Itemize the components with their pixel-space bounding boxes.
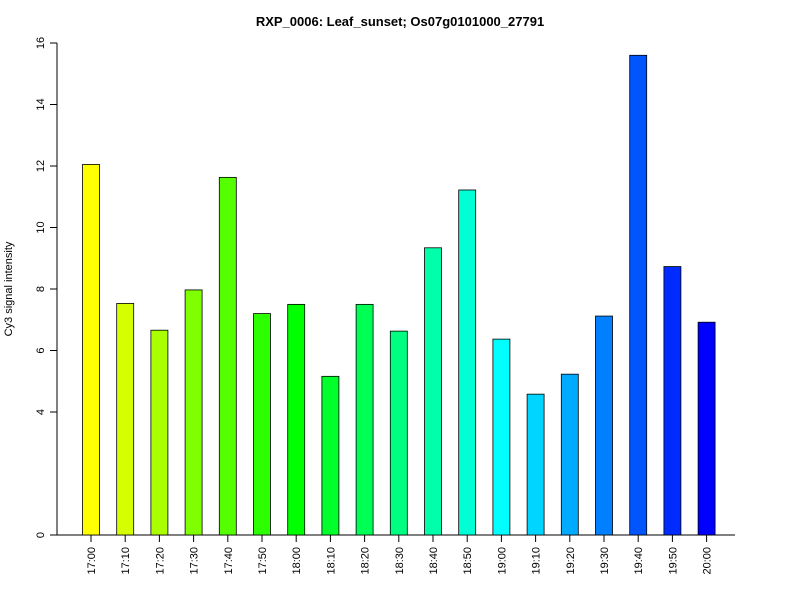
bar-1800 <box>287 303 306 536</box>
bar-1830 <box>389 330 408 536</box>
x-tick-label: 18:10 <box>325 547 337 575</box>
x-tick-label: 18:30 <box>394 547 406 575</box>
x-tick-label: 18:50 <box>462 547 474 575</box>
y-tick-label: 4 <box>35 409 47 415</box>
bar-1740 <box>218 176 237 536</box>
bar-1910 <box>526 393 545 536</box>
x-tick-label: 17:10 <box>120 547 132 575</box>
bar-2000 <box>697 321 716 536</box>
x-axis-ticks: 17:00 17:10 17:20 17:30 17:40 17:50 18:00 18:10… <box>86 535 714 575</box>
bar-1810 <box>321 375 340 536</box>
y-tick-label: 6 <box>35 347 47 353</box>
chart-title: RXP_0006: Leaf_sunset; Os07g0101000_2779… <box>256 14 544 29</box>
x-tick-label: 19:10 <box>531 547 543 575</box>
bar-1820 <box>355 303 374 536</box>
x-tick-label: 17:50 <box>257 547 269 575</box>
y-tick-label: 0 <box>35 532 47 538</box>
bar-1840 <box>424 247 442 536</box>
bar-1900 <box>492 338 511 536</box>
x-tick-label: 17:30 <box>189 547 201 575</box>
x-tick-label: 19:40 <box>633 547 645 575</box>
bar-1950 <box>663 266 682 536</box>
x-tick-label: 19:00 <box>496 547 508 575</box>
bar-1720 <box>150 329 169 536</box>
x-tick-label: 19:50 <box>667 547 679 575</box>
y-tick-label: 12 <box>35 160 47 172</box>
bar-1710 <box>116 303 135 536</box>
y-tick-label: 14 <box>35 98 47 110</box>
y-axis-ticks: 0 4 6 8 10 12 14 16 <box>35 37 57 538</box>
y-tick-label: 10 <box>35 221 47 233</box>
x-tick-label: 17:00 <box>86 547 98 575</box>
bar-1930 <box>595 315 613 536</box>
bar-1750 <box>253 313 271 536</box>
x-tick-label: 17:20 <box>154 547 166 575</box>
bar-1940 <box>629 54 648 536</box>
bar-1920 <box>560 373 579 536</box>
x-tick-label: 19:30 <box>599 547 611 575</box>
bar-1730 <box>184 289 203 536</box>
bars <box>82 54 716 536</box>
x-tick-label: 18:20 <box>360 547 372 575</box>
bar-1850 <box>458 189 477 536</box>
y-axis-label: Cy3 signal intensity <box>3 241 15 336</box>
x-tick-label: 19:20 <box>565 547 577 575</box>
bar-1700 <box>82 164 100 536</box>
x-tick-label: 18:40 <box>428 547 440 575</box>
y-tick-label: 16 <box>35 37 47 49</box>
x-tick-label: 20:00 <box>702 547 714 575</box>
x-tick-label: 18:00 <box>291 547 303 575</box>
y-tick-label: 8 <box>35 286 47 292</box>
x-tick-label: 17:40 <box>223 547 235 575</box>
